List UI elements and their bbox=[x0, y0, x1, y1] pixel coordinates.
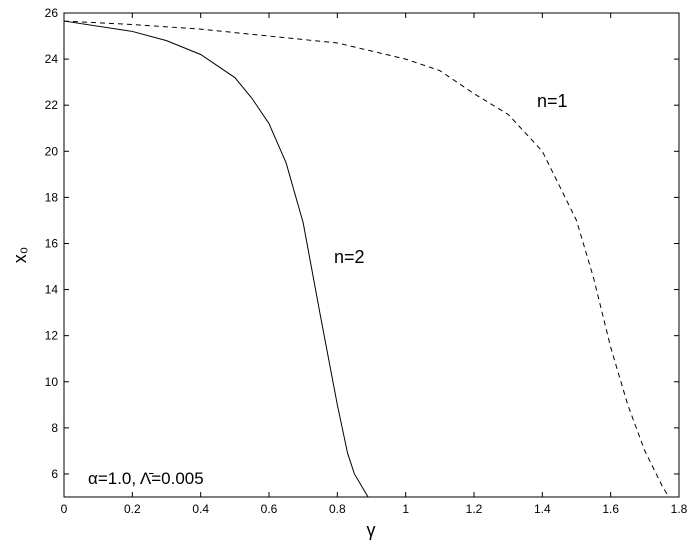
y-tick-label: 22 bbox=[45, 98, 59, 112]
series-line bbox=[63, 20, 670, 498]
x-tick-label: 1.4 bbox=[534, 502, 551, 516]
x-axis-label: γ bbox=[367, 520, 376, 540]
y-tick-label: 20 bbox=[45, 144, 59, 158]
y-tick-label: 18 bbox=[45, 190, 59, 204]
x-tick-label: 1.6 bbox=[602, 502, 619, 516]
x-tick-label: 1 bbox=[402, 502, 409, 516]
series-label: n=2 bbox=[334, 247, 365, 267]
x-tick-label: 0.8 bbox=[329, 502, 346, 516]
y-tick-label: 10 bbox=[45, 375, 59, 389]
y-tick-label: 12 bbox=[45, 329, 59, 343]
y-tick-label: 14 bbox=[45, 283, 59, 297]
y-tick-label: 26 bbox=[45, 6, 59, 20]
y-tick-label: 24 bbox=[45, 52, 59, 66]
y-axis-label: x₀ bbox=[10, 247, 30, 263]
series-label: n=1 bbox=[537, 91, 568, 111]
x-tick-label: 1.8 bbox=[671, 502, 688, 516]
y-tick-label: 8 bbox=[51, 421, 58, 435]
x-tick-label: 0.6 bbox=[261, 502, 278, 516]
x-tick-label: 0.2 bbox=[124, 502, 141, 516]
x-tick-label: 0.4 bbox=[192, 502, 209, 516]
y-tick-label: 6 bbox=[51, 467, 58, 481]
x-tick-label: 0 bbox=[61, 502, 68, 516]
y-tick-label: 16 bbox=[45, 236, 59, 250]
plot-frame bbox=[63, 12, 680, 498]
annotation: α=1.0, Λ̄=0.005 bbox=[88, 469, 204, 488]
series-line bbox=[63, 20, 369, 498]
x-tick-label: 1.2 bbox=[466, 502, 483, 516]
